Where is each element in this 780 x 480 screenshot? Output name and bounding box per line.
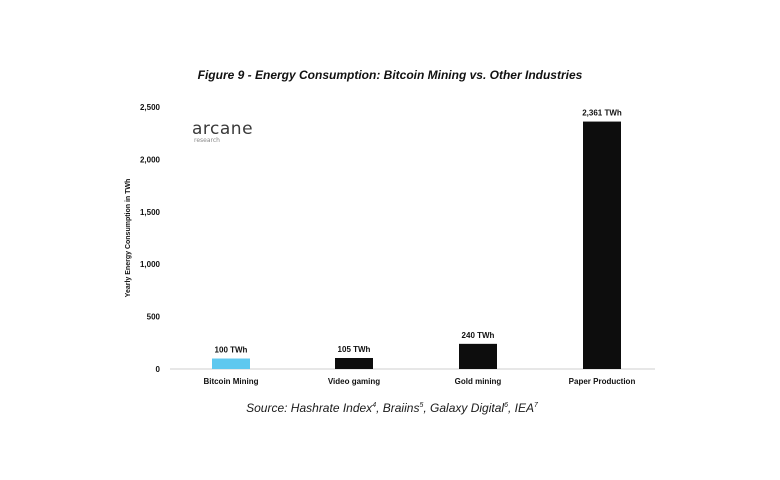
y-tick-label: 1,000 [140,260,161,269]
bar [459,343,497,369]
bars [212,121,621,369]
y-tick-label: 2,000 [140,155,161,164]
category-label: Video gaming [328,377,380,386]
y-tick-label: 2,500 [140,103,161,112]
logo-subtitle: research [194,137,220,144]
y-axis-ticks: 0 500 1,000 1,500 2,000 2,500 [140,103,161,374]
y-tick-label: 500 [147,313,161,322]
chart-title: Figure 9 - Energy Consumption: Bitcoin M… [198,68,583,82]
category-labels: Bitcoin Mining Video gaming Gold mining Pap… [203,377,635,386]
bar [212,358,250,369]
y-tick-label: 0 [156,365,161,374]
bar [583,121,621,369]
source-note: Source: Hashrate Index4, Braiins5, Galax… [246,401,539,415]
y-tick-label: 1,500 [140,208,161,217]
data-label: 2,361 TWh [582,109,622,118]
data-labels: 100 TWh 105 TWh 240 TWh 2,361 TWh [215,109,622,355]
data-label: 240 TWh [462,331,495,340]
bar [335,357,373,369]
category-label: Paper Production [569,377,636,386]
data-label: 105 TWh [338,345,371,354]
category-label: Gold mining [455,377,502,386]
category-label: Bitcoin Mining [203,377,258,386]
y-axis-label: Yearly Energy Consumption in TWh [125,179,132,298]
data-label: 100 TWh [215,346,248,355]
logo-wordmark: arcane [192,119,253,139]
